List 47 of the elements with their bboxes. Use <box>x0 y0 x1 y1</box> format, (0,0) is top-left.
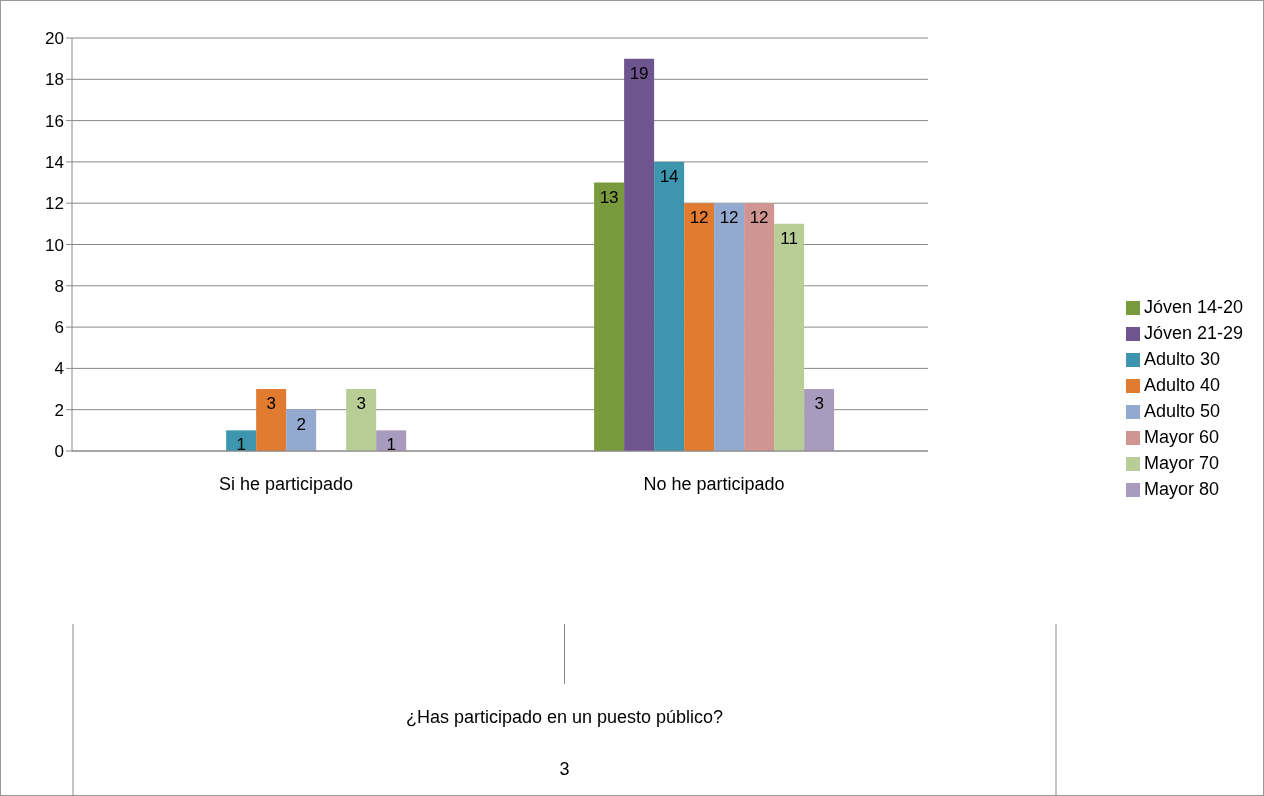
bar <box>804 389 835 451</box>
data-label: 1 <box>386 435 396 455</box>
bar <box>654 161 685 451</box>
data-label: 14 <box>659 166 679 186</box>
data-label: 2 <box>296 414 306 434</box>
legend-label: Jóven 21-29 <box>1143 323 1243 343</box>
bar <box>256 389 287 451</box>
bar <box>346 389 377 451</box>
legend-label: Mayor 80 <box>1143 479 1219 499</box>
y-tick-label: 18 <box>45 70 64 90</box>
y-tick-label: 14 <box>45 152 64 172</box>
bar <box>594 182 625 451</box>
data-label: 13 <box>599 187 619 207</box>
text: ¿Has participado en un puesto público? <box>404 707 725 728</box>
data-label: 3 <box>266 394 276 414</box>
x-tick-label: No he participado <box>643 473 785 494</box>
bar <box>624 58 655 451</box>
data-label: 11 <box>780 228 798 248</box>
bar <box>774 223 805 451</box>
data-label: 19 <box>629 63 649 83</box>
legend-label: Adulto 30 <box>1143 349 1220 369</box>
legend-label: Jóven 14-20 <box>1143 297 1243 317</box>
y-tick-label: 10 <box>45 235 64 255</box>
legend-label: Adulto 50 <box>1143 401 1220 421</box>
y-tick-label: 4 <box>54 359 64 379</box>
data-label: 3 <box>814 394 824 414</box>
y-tick-label: 8 <box>54 276 64 296</box>
data-label: 12 <box>719 208 739 228</box>
bar <box>286 409 317 451</box>
y-tick-label: 16 <box>45 111 64 131</box>
bar <box>744 203 775 451</box>
bar <box>714 203 745 451</box>
x-tick-label: Si he participado <box>218 473 354 494</box>
data-label: 12 <box>749 208 769 228</box>
y-tick-label: 6 <box>54 318 64 338</box>
data-label: 3 <box>356 394 366 414</box>
legend-label: Mayor 70 <box>1143 453 1219 473</box>
legend-label: Mayor 60 <box>1143 427 1219 447</box>
y-tick-label: 20 <box>45 29 64 49</box>
y-tick-label: 2 <box>54 400 64 420</box>
bar <box>684 203 715 451</box>
data-label: 1 <box>236 435 246 455</box>
legend-label: Adulto 40 <box>1143 375 1220 395</box>
y-tick-label: 0 <box>54 442 64 462</box>
text: 3 <box>558 759 571 780</box>
y-tick-label: 12 <box>45 194 64 214</box>
data-label: 12 <box>689 208 709 228</box>
